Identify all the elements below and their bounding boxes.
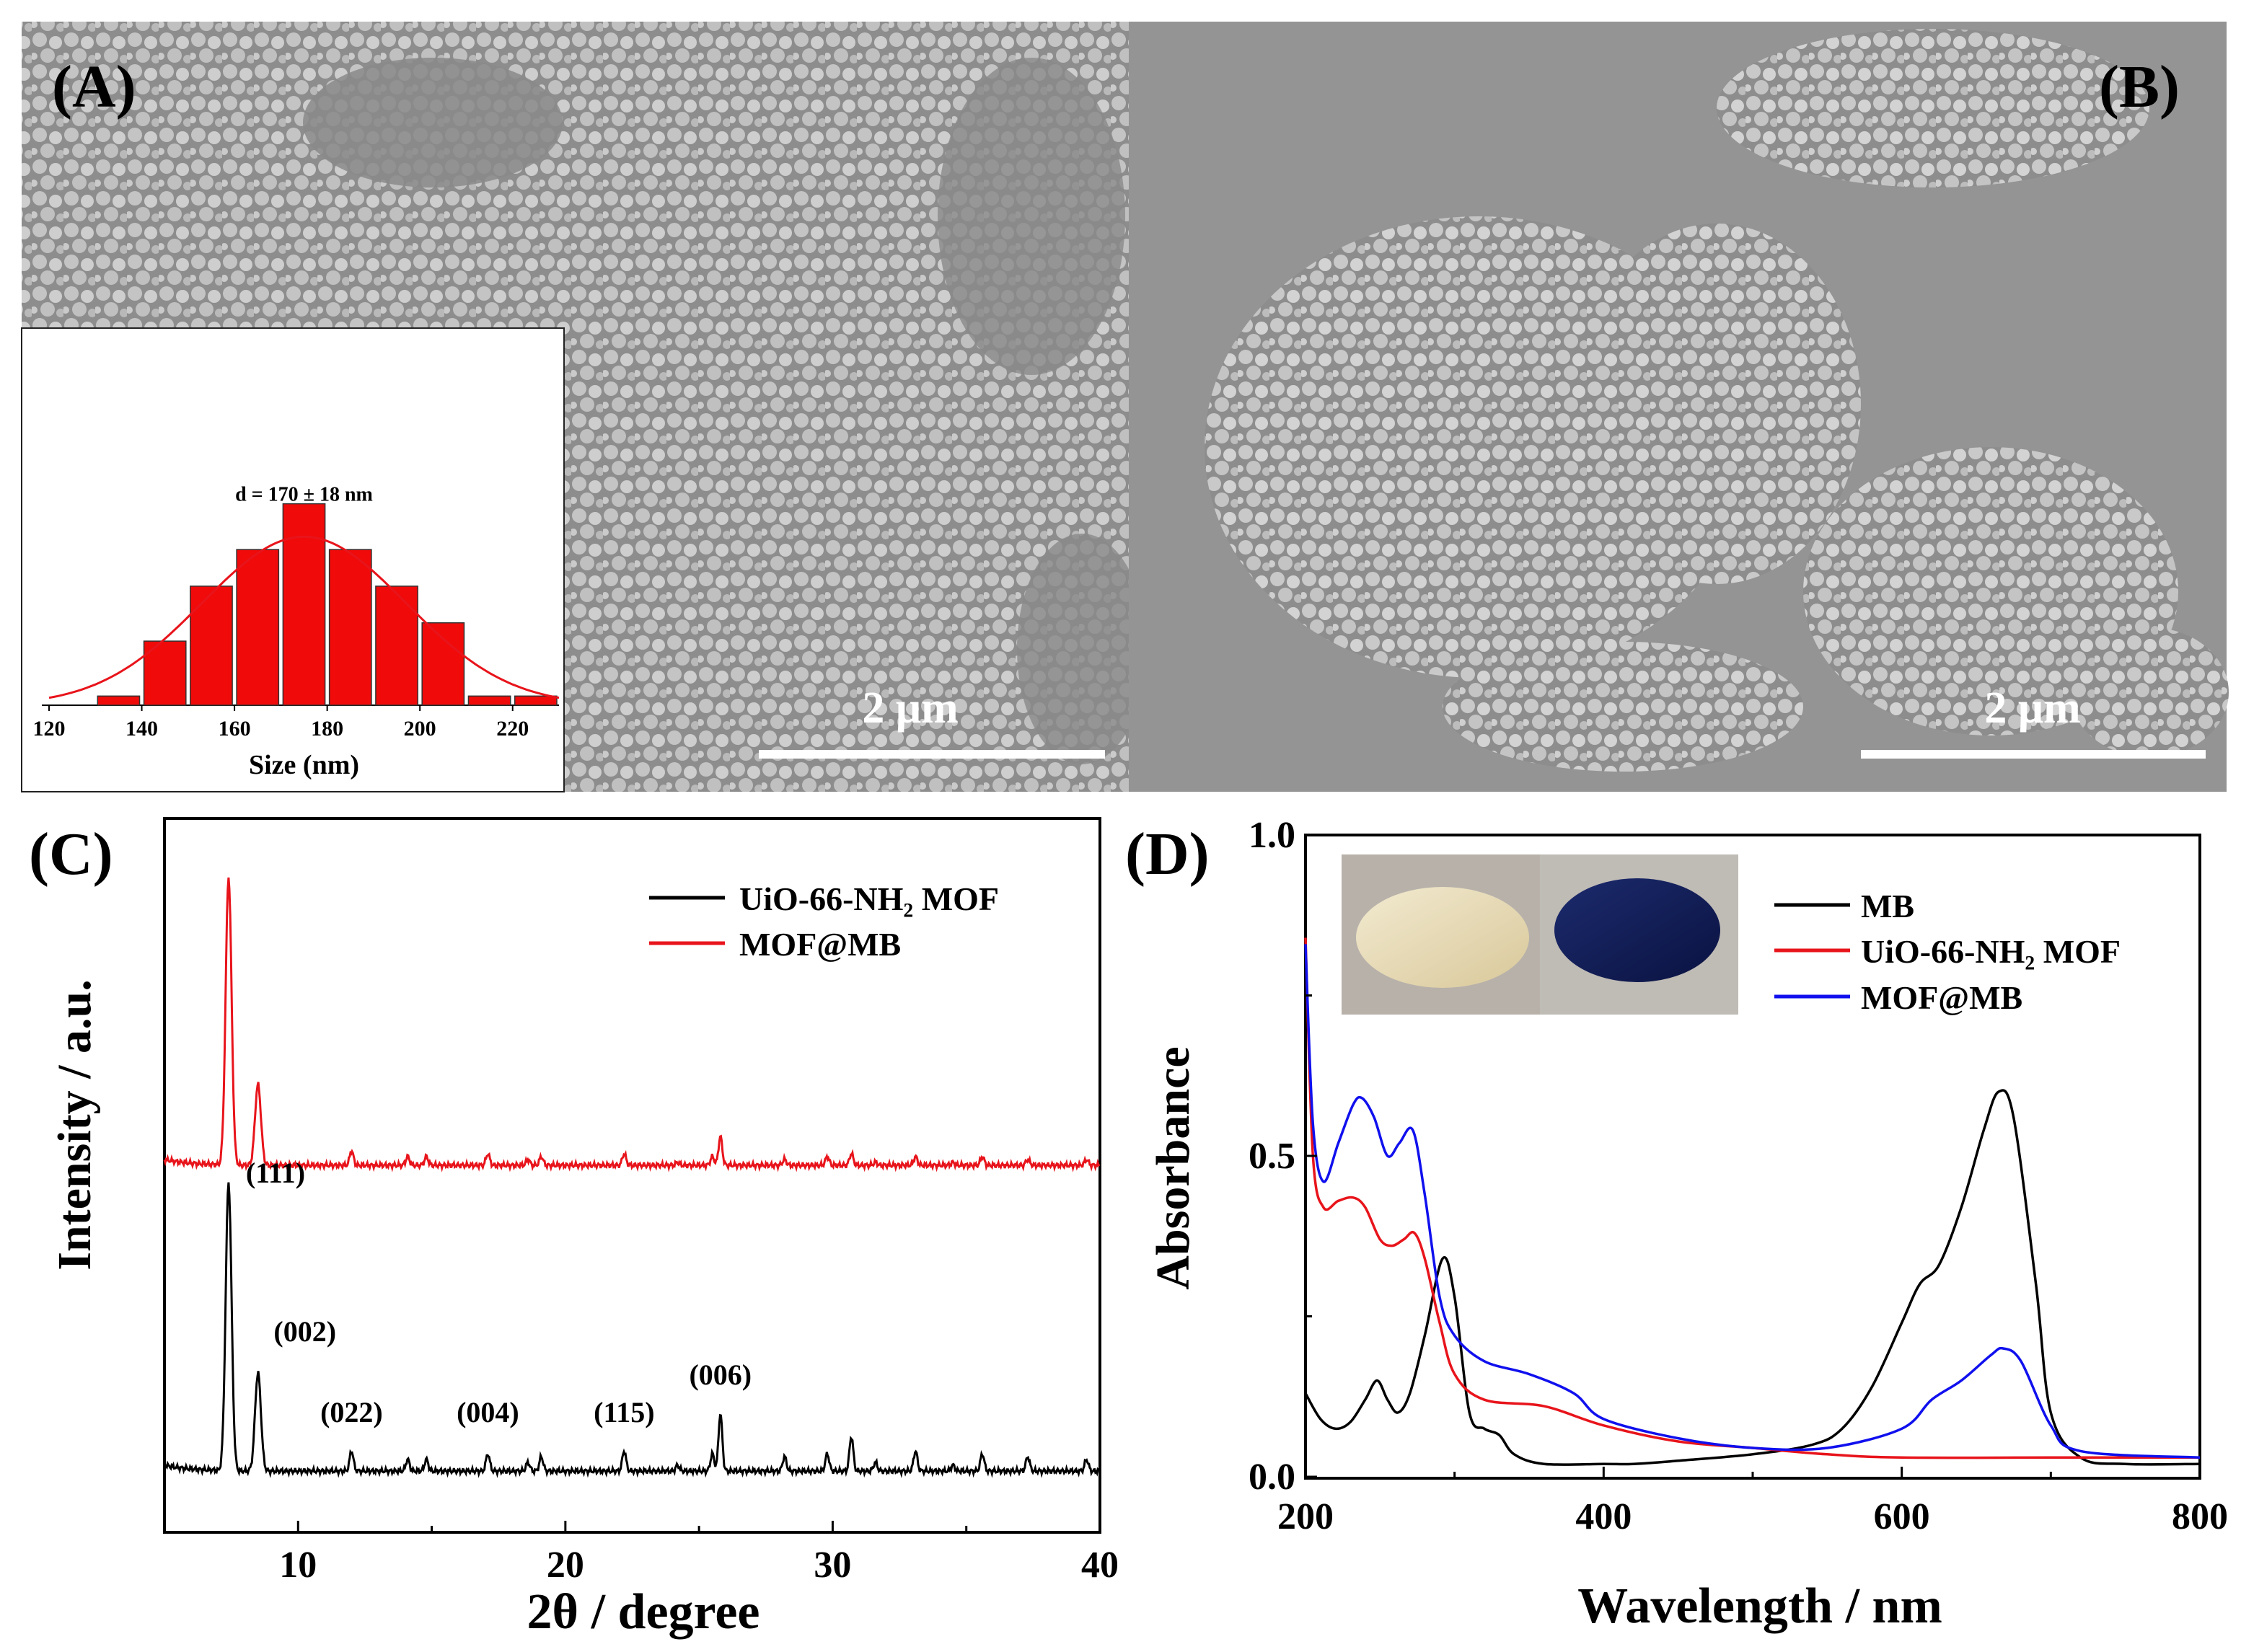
histogram-bar bbox=[514, 695, 558, 706]
uvvis-series-mb bbox=[1304, 1089, 2201, 1466]
xrd-legend-mofmb: MOF@MB bbox=[739, 926, 901, 963]
uvvis-chart: 200 400 600 800 0.0 0.5 1.0 bbox=[1249, 815, 2228, 1537]
gaussian-fit-line bbox=[48, 535, 560, 699]
panel-label-b: (B) bbox=[2099, 53, 2180, 120]
uvvis-y-tick-label: 0.0 bbox=[1249, 1457, 1295, 1498]
uvvis-y-label: Absorbance bbox=[1147, 1046, 1199, 1289]
uvvis-legend-mb: MB bbox=[1861, 888, 1914, 924]
histogram-bar bbox=[467, 695, 511, 706]
sem-image-b bbox=[1129, 22, 2229, 792]
uvvis-legend-mofmb: MOF@MB bbox=[1861, 979, 2022, 1016]
xrd-legend-mof: UiO-66-NH₂ MOF bbox=[739, 880, 999, 917]
uvvis-y-tick-label: 1.0 bbox=[1249, 815, 1295, 856]
xrd-peak-label: (004) bbox=[457, 1396, 519, 1428]
scale-bar-a bbox=[759, 750, 1105, 759]
uvvis-y-tick-label: 0.5 bbox=[1249, 1136, 1295, 1177]
uvvis-series-mof bbox=[1304, 937, 2200, 1459]
xrd-peak-label: (115) bbox=[594, 1396, 654, 1428]
histogram-bar bbox=[375, 586, 418, 706]
histogram-tick-label: 220 bbox=[496, 717, 529, 741]
xrd-peak-label: (006) bbox=[689, 1359, 752, 1391]
histogram-bar bbox=[97, 695, 141, 706]
uvvis-x-tick-label: 800 bbox=[2172, 1496, 2228, 1537]
histogram-tick-label: 180 bbox=[311, 717, 343, 741]
uvvis-legend-mof: UiO-66-NH₂ MOF bbox=[1861, 933, 2121, 970]
xrd-peak-label: (111) bbox=[246, 1157, 305, 1189]
histogram-bar bbox=[282, 503, 326, 706]
histogram-bar bbox=[236, 549, 280, 706]
panel-label-a: (A) bbox=[52, 53, 136, 120]
histogram-title: d = 170 ± 18 nm bbox=[235, 483, 373, 505]
scale-bar-label-a: 2 μm bbox=[862, 684, 958, 733]
xrd-peak-label: (002) bbox=[273, 1315, 336, 1348]
histogram-tick-label: 200 bbox=[404, 717, 436, 741]
xrd-frame bbox=[163, 817, 1101, 1534]
uvvis-legend: MB UiO-66-NH₂ MOF MOF@MB bbox=[1774, 888, 2121, 1016]
xrd-series-mof bbox=[163, 1182, 1100, 1478]
xrd-peak-label: (022) bbox=[320, 1396, 383, 1428]
xrd-legend: UiO-66-NH₂ MOF MOF@MB bbox=[649, 880, 999, 963]
histogram-inset: 120 140 160 180 200 220 d = 170 ± 18 nm Size … bbox=[21, 327, 565, 792]
xrd-x-tick-label: 20 bbox=[547, 1545, 584, 1586]
powder-photo bbox=[1342, 854, 1738, 1015]
histogram-tick-label: 120 bbox=[33, 717, 66, 741]
uvvis-x-tick-label: 200 bbox=[1277, 1496, 1334, 1537]
uvvis-x-tick-label: 400 bbox=[1575, 1496, 1632, 1537]
histogram-bar bbox=[421, 622, 465, 706]
histogram-tick-label: 160 bbox=[219, 717, 251, 741]
xrd-series-mofmb bbox=[163, 877, 1101, 1172]
histogram-x-label: Size (nm) bbox=[249, 750, 359, 780]
uvvis-series-mofmb bbox=[1304, 944, 2201, 1459]
panel-label-c: (C) bbox=[29, 821, 113, 888]
uvvis-x-label: Wavelength / nm bbox=[1577, 1578, 1942, 1634]
scale-bar-b bbox=[1861, 750, 2206, 759]
panel-label-d: (D) bbox=[1125, 821, 1210, 888]
xrd-x-tick-label: 40 bbox=[1081, 1545, 1119, 1586]
histogram-bar bbox=[190, 586, 233, 706]
histogram-bar bbox=[328, 549, 372, 706]
uvvis-x-tick-label: 600 bbox=[1874, 1496, 1930, 1537]
scale-bar-label-b: 2 μm bbox=[1984, 684, 2080, 733]
xrd-chart: (111) (002) (022) (004) (115) (006) 10 20 30 40 bbox=[163, 817, 1119, 1586]
xrd-x-tick-label: 10 bbox=[279, 1545, 317, 1586]
xrd-x-tick-label: 30 bbox=[814, 1545, 851, 1586]
xrd-y-label: Intensity / a.u. bbox=[48, 979, 101, 1270]
xrd-x-label: 2θ / degree bbox=[527, 1584, 760, 1640]
histogram-tick-label: 140 bbox=[126, 717, 158, 741]
